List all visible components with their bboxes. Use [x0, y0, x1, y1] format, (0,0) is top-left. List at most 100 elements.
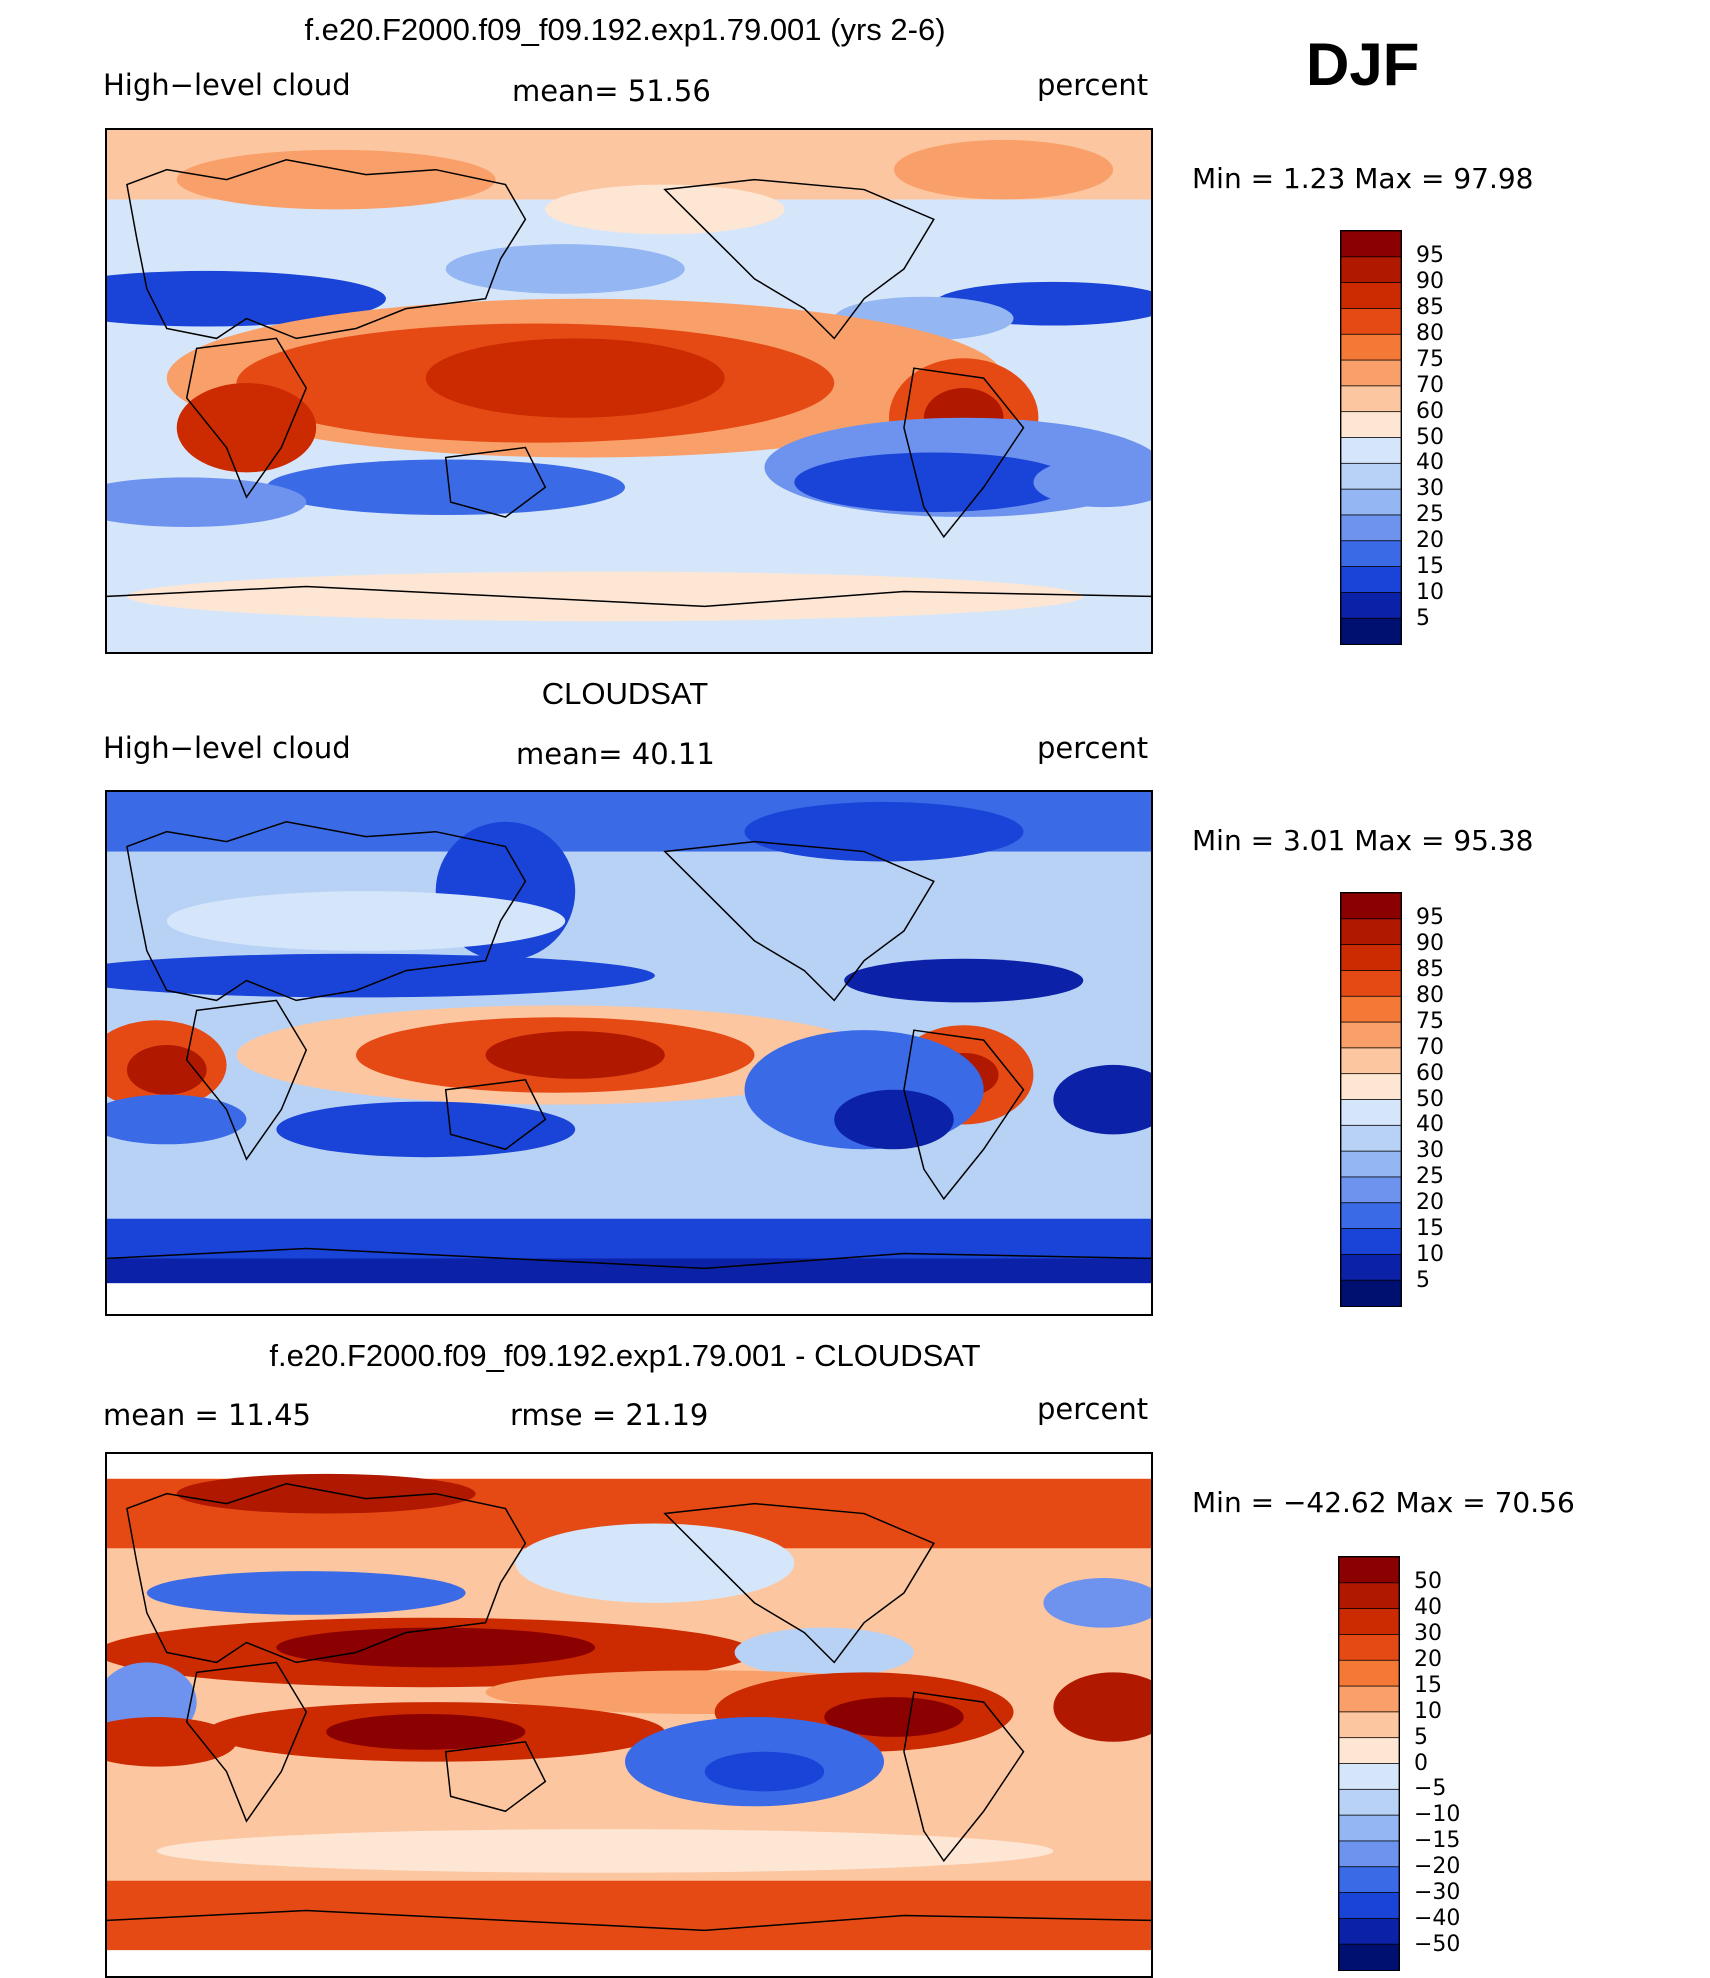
colorbar-swatch — [1338, 1892, 1400, 1920]
colorbar-level-label: 70 — [1416, 372, 1444, 398]
colorbar-level-label: 70 — [1416, 1034, 1444, 1060]
colorbar-level-label: 5 — [1416, 606, 1430, 632]
panel-2-colorbar — [1340, 892, 1402, 1307]
colorbar-swatch — [1338, 1737, 1400, 1765]
colorbar-swatch — [1340, 1202, 1402, 1230]
colorbar-swatch — [1340, 385, 1402, 413]
colorbar-swatch — [1340, 944, 1402, 972]
colorbar-swatch — [1340, 488, 1402, 516]
colorbar-swatch — [1338, 1711, 1400, 1739]
colorbar-level-label: 60 — [1416, 398, 1444, 424]
colorbar-swatch — [1340, 1150, 1402, 1178]
colorbar-swatch — [1340, 308, 1402, 336]
colorbar-level-label: 40 — [1416, 1112, 1444, 1138]
colorbar-swatch — [1338, 1840, 1400, 1868]
colorbar-level-label: 15 — [1414, 1672, 1442, 1698]
colorbar-swatch — [1340, 918, 1402, 946]
colorbar-swatch — [1340, 1099, 1402, 1127]
panel-2-variable: High−level cloud — [103, 731, 351, 765]
colorbar-level-label: 85 — [1416, 956, 1444, 982]
panel-3-units: percent — [1037, 1392, 1149, 1426]
colorbar-swatch — [1338, 1659, 1400, 1687]
colorbar-swatch — [1338, 1685, 1400, 1713]
panel-1-title: f.e20.F2000.f09_f09.192.exp1.79.001 (yrs… — [304, 12, 946, 47]
colorbar-level-label: 5 — [1416, 1268, 1430, 1294]
colorbar-level-label: 30 — [1416, 1138, 1444, 1164]
colorbar-swatch — [1340, 1047, 1402, 1075]
panel-1-map-svg — [107, 130, 1151, 652]
colorbar-level-label: 75 — [1416, 346, 1444, 372]
colorbar-swatch — [1340, 1073, 1402, 1101]
colorbar-level-label: 80 — [1416, 320, 1444, 346]
colorbar-level-label: −40 — [1414, 1906, 1461, 1932]
colorbar-level-label: 95 — [1416, 904, 1444, 930]
colorbar-level-label: −15 — [1414, 1828, 1461, 1854]
panel-2-map-svg — [107, 792, 1151, 1314]
colorbar-swatch — [1340, 1279, 1402, 1307]
colorbar-level-label: 40 — [1416, 450, 1444, 476]
colorbar-level-label: 90 — [1416, 930, 1444, 956]
colorbar-swatch — [1340, 970, 1402, 998]
panel-1-colorbar-svg — [1340, 230, 1402, 645]
panel-2-map — [105, 790, 1153, 1316]
colorbar-swatch — [1340, 462, 1402, 491]
colorbar-level-label: 20 — [1416, 1190, 1444, 1216]
colorbar-swatch — [1340, 1021, 1402, 1049]
colorbar-swatch — [1340, 282, 1402, 310]
panel-1-colorbar — [1340, 230, 1402, 645]
colorbar-level-label: 50 — [1416, 1086, 1444, 1112]
panel-3-minmax: Min = −42.62 Max = 70.56 — [1192, 1486, 1575, 1519]
colorbar-swatch — [1340, 411, 1402, 439]
colorbar-swatch — [1338, 1943, 1400, 1971]
colorbar-level-label: 15 — [1416, 554, 1444, 580]
colorbar-level-label: 15 — [1416, 1216, 1444, 1242]
colorbar-level-label: 75 — [1416, 1008, 1444, 1034]
panel-2-colorbar-svg — [1340, 892, 1402, 1307]
colorbar-level-label: −10 — [1414, 1802, 1461, 1828]
colorbar-level-label: −5 — [1414, 1776, 1447, 1802]
colorbar-level-label: 10 — [1416, 580, 1444, 606]
colorbar-level-label: 90 — [1416, 268, 1444, 294]
colorbar-swatch — [1340, 995, 1402, 1023]
colorbar-swatch — [1338, 1917, 1400, 1946]
panel-2-units: percent — [1037, 731, 1149, 765]
panel-3-rmse: rmse = 21.19 — [510, 1398, 709, 1432]
colorbar-swatch — [1340, 256, 1402, 284]
colorbar-level-label: 10 — [1416, 1242, 1444, 1268]
colorbar-swatch — [1340, 514, 1402, 542]
panel-2-title: CLOUDSAT — [541, 676, 709, 711]
colorbar-swatch — [1340, 359, 1402, 387]
colorbar-level-label: 80 — [1416, 982, 1444, 1008]
colorbar-swatch — [1338, 1634, 1400, 1662]
colorbar-swatch — [1338, 1866, 1400, 1894]
panel-2-minmax: Min = 3.01 Max = 95.38 — [1192, 824, 1534, 857]
colorbar-level-label: 25 — [1416, 502, 1444, 528]
colorbar-swatch — [1340, 1253, 1402, 1282]
colorbar-level-label: 10 — [1414, 1698, 1442, 1724]
colorbar-level-label: 30 — [1416, 476, 1444, 502]
panel-3-map-svg — [107, 1454, 1151, 1976]
colorbar-swatch — [1338, 1788, 1400, 1817]
colorbar-level-label: 85 — [1416, 294, 1444, 320]
colorbar-swatch — [1340, 437, 1402, 465]
colorbar-swatch — [1340, 1124, 1402, 1153]
colorbar-level-label: 0 — [1414, 1750, 1428, 1776]
colorbar-level-label: 40 — [1414, 1594, 1442, 1620]
colorbar-level-label: 60 — [1416, 1060, 1444, 1086]
colorbar-swatch — [1340, 892, 1402, 920]
colorbar-swatch — [1340, 333, 1402, 361]
colorbar-level-label: −20 — [1414, 1854, 1461, 1880]
panel-1-variable: High−level cloud — [103, 68, 351, 102]
colorbar-level-label: 20 — [1414, 1646, 1442, 1672]
panel-3-title: f.e20.F2000.f09_f09.192.exp1.79.001 - CL… — [269, 1338, 981, 1373]
panel-3-mean: mean = 11.45 — [103, 1398, 311, 1432]
panel-1-minmax: Min = 1.23 Max = 97.98 — [1192, 162, 1534, 195]
colorbar-swatch — [1338, 1556, 1400, 1584]
colorbar-level-label: 95 — [1416, 242, 1444, 268]
panel-1-map — [105, 128, 1153, 654]
colorbar-level-label: 20 — [1416, 528, 1444, 554]
colorbar-swatch — [1340, 230, 1402, 258]
colorbar-level-label: 5 — [1414, 1724, 1428, 1750]
season-label: DJF — [1306, 31, 1420, 98]
panel-1-units: percent — [1037, 68, 1149, 102]
